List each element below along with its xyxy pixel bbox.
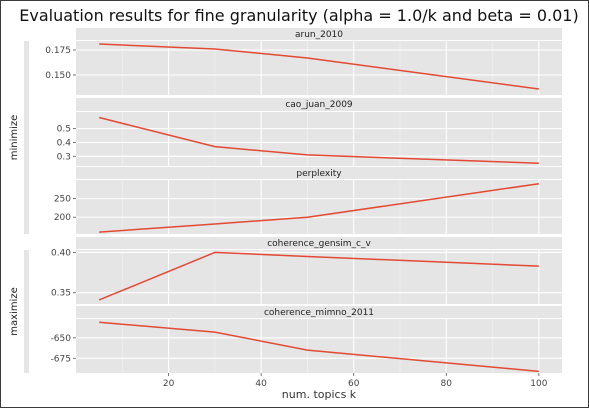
panel-background-arun_2010	[76, 41, 562, 95]
y-tick-label: 250	[54, 195, 71, 205]
facet-label-arun_2010: arun_2010	[295, 30, 343, 40]
y-tick-label: 200	[54, 213, 71, 223]
x-tick-label: 80	[441, 379, 453, 389]
panel-background-coherence_mimno_2011	[76, 319, 562, 373]
series-line-arun_2010	[99, 43, 539, 90]
y-tick-label: 0.40	[51, 248, 71, 258]
x-tick-label: 20	[163, 379, 175, 389]
group-strip-maximize	[24, 250, 29, 373]
y-tick-label: 0.150	[45, 71, 71, 81]
series-line-perplexity	[99, 182, 539, 233]
facet-label-cao_juan_2009: cao_juan_2009	[285, 100, 353, 110]
group-strip-minimize	[24, 41, 29, 234]
facet-strip-cao_juan_2009	[76, 98, 562, 111]
series-line-coherence_mimno_2011	[99, 321, 539, 373]
group-label-minimize: minimize	[9, 115, 20, 161]
group-label-maximize: maximize	[9, 287, 20, 336]
x-axis-label: num. topics k	[282, 388, 357, 401]
x-tick-label: 40	[255, 379, 267, 389]
facet-strip-coherence_gensim_c_v	[76, 237, 562, 249]
facet-strip-perplexity	[76, 167, 562, 179]
y-tick-label: -675	[51, 354, 71, 364]
x-tick-label: 100	[530, 379, 547, 389]
y-tick-label: 0.5	[57, 125, 71, 135]
y-tick-label: 0.175	[45, 46, 71, 56]
y-tick-label: 0.3	[57, 152, 71, 162]
facet-strip-arun_2010	[76, 28, 562, 40]
y-tick-label: -650	[51, 334, 72, 344]
panel-background-cao_juan_2009	[76, 112, 562, 166]
y-tick-label: 0.4	[57, 138, 72, 148]
x-tick-label: 60	[348, 379, 360, 389]
facet-label-perplexity: perplexity	[296, 169, 342, 179]
panel-background-coherence_gensim_c_v	[76, 250, 562, 304]
facet-strip-coherence_mimno_2011	[76, 306, 562, 318]
series-line-coherence_gensim_c_v	[98, 251, 539, 301]
facet-label-coherence_mimno_2011: coherence_mimno_2011	[264, 308, 374, 318]
chart-title: Evaluation results for fine granularity …	[19, 6, 578, 25]
panel-background-perplexity	[76, 180, 562, 234]
facet-label-coherence_gensim_c_v: coherence_gensim_c_v	[267, 239, 371, 249]
y-tick-label: 0.35	[51, 289, 71, 299]
series-line-cao_juan_2009	[98, 116, 539, 164]
